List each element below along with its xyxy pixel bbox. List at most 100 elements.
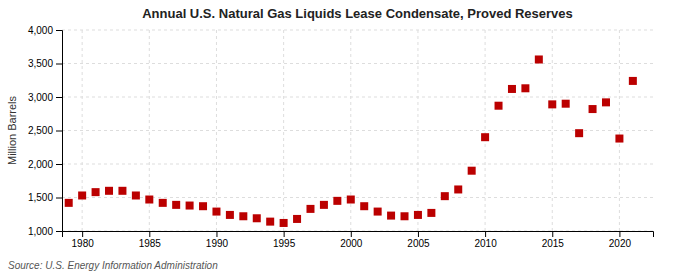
point xyxy=(548,100,556,108)
tick-mark xyxy=(552,231,553,237)
y-tick: 4,000 xyxy=(28,25,62,36)
point xyxy=(629,77,637,85)
x-tick: 2005 xyxy=(407,231,430,249)
tick-label: 2000 xyxy=(340,238,363,249)
x-tick: 2015 xyxy=(542,231,565,249)
point xyxy=(589,105,597,113)
point xyxy=(132,191,140,199)
x-tick: 1985 xyxy=(139,231,162,249)
y-tick: 3,000 xyxy=(28,92,62,103)
point xyxy=(118,187,126,195)
point xyxy=(508,85,516,93)
title: Annual U.S. Natural Gas Liquids Lease Co… xyxy=(142,6,573,21)
point xyxy=(347,196,355,204)
point xyxy=(145,196,153,204)
point xyxy=(293,215,301,223)
plot-area: 1980 1985 1990 1995 2000 2005 2010 2015 2020 1,00… xyxy=(28,25,654,249)
tick-label: 2015 xyxy=(542,238,565,249)
tick-mark xyxy=(82,231,83,237)
grid-line-y xyxy=(62,97,653,98)
point xyxy=(65,199,73,207)
y-axis: 1,000 1,500 2,000 2,500 3,000 3,500 4,000 xyxy=(28,25,63,237)
point xyxy=(212,208,220,216)
point xyxy=(521,84,529,92)
tick-mark xyxy=(56,231,62,232)
point xyxy=(320,201,328,209)
tick-mark xyxy=(284,231,285,237)
point xyxy=(374,208,382,216)
grid-line-y xyxy=(62,30,653,31)
point xyxy=(575,129,583,137)
point xyxy=(441,192,449,200)
point xyxy=(615,135,623,143)
point xyxy=(159,199,167,207)
grid-line-y xyxy=(62,130,653,131)
point xyxy=(172,201,180,209)
point xyxy=(105,187,113,195)
grid-line-x xyxy=(552,30,553,231)
grid-line-y xyxy=(62,164,653,165)
point xyxy=(535,55,543,63)
point xyxy=(468,167,476,175)
grid-line-x xyxy=(619,30,620,231)
point xyxy=(226,211,234,219)
tick-label: 1,000 xyxy=(28,226,53,237)
point xyxy=(199,202,207,210)
tick-label: 1985 xyxy=(139,238,162,249)
axis-line xyxy=(56,31,63,232)
tick-label: 2,000 xyxy=(28,159,53,170)
points xyxy=(65,55,637,226)
point xyxy=(562,100,570,108)
point xyxy=(427,209,435,217)
tick-label: 2005 xyxy=(407,238,430,249)
tick-mark xyxy=(216,231,217,237)
tick-label: 2,500 xyxy=(28,125,53,136)
point xyxy=(387,212,395,220)
y-tick: 1,500 xyxy=(28,192,62,203)
point xyxy=(401,212,409,220)
x-tick: 2010 xyxy=(474,231,497,249)
y-tick: 3,500 xyxy=(28,58,62,69)
tick-mark xyxy=(351,231,352,237)
tick-label: 2010 xyxy=(474,238,497,249)
point xyxy=(78,191,86,199)
tick-label: 3,000 xyxy=(28,92,53,103)
tick-mark xyxy=(149,231,150,237)
tick-mark xyxy=(56,30,62,31)
point xyxy=(414,211,422,219)
point xyxy=(481,133,489,141)
tick-mark xyxy=(56,164,62,165)
grid-line-y xyxy=(62,63,653,64)
tick-mark xyxy=(56,64,62,65)
point xyxy=(333,197,341,205)
tick-mark xyxy=(56,131,62,132)
tick-label: 1990 xyxy=(206,238,229,249)
axis-line xyxy=(63,232,654,238)
grid-line-x xyxy=(216,30,217,231)
tick-mark xyxy=(485,231,486,237)
tick-mark xyxy=(418,231,419,237)
point xyxy=(92,188,100,196)
y-tick: 2,000 xyxy=(28,159,62,170)
point xyxy=(306,205,314,213)
tick-label: 4,000 xyxy=(28,25,53,36)
point xyxy=(360,202,368,210)
tick-mark xyxy=(56,198,62,199)
tick-label: 1980 xyxy=(72,238,95,249)
grid xyxy=(62,30,653,231)
point xyxy=(266,218,274,226)
tick-label: 1,500 xyxy=(28,192,53,203)
x-tick: 2020 xyxy=(609,231,632,249)
point xyxy=(239,212,247,220)
tick-mark xyxy=(56,97,62,98)
x-tick: 1990 xyxy=(206,231,229,249)
chart: 1980 1985 1990 1995 2000 2005 2010 2015 2020 1,00… xyxy=(0,0,675,275)
tick-label: 3,500 xyxy=(28,58,53,69)
x-tick: 1980 xyxy=(72,231,95,249)
tick-label: 2020 xyxy=(609,238,632,249)
point xyxy=(495,102,503,110)
point xyxy=(454,185,462,193)
tick-label: 1995 xyxy=(273,238,296,249)
x-tick: 2000 xyxy=(340,231,363,249)
y-axis-title: Million Barrels xyxy=(6,95,18,165)
